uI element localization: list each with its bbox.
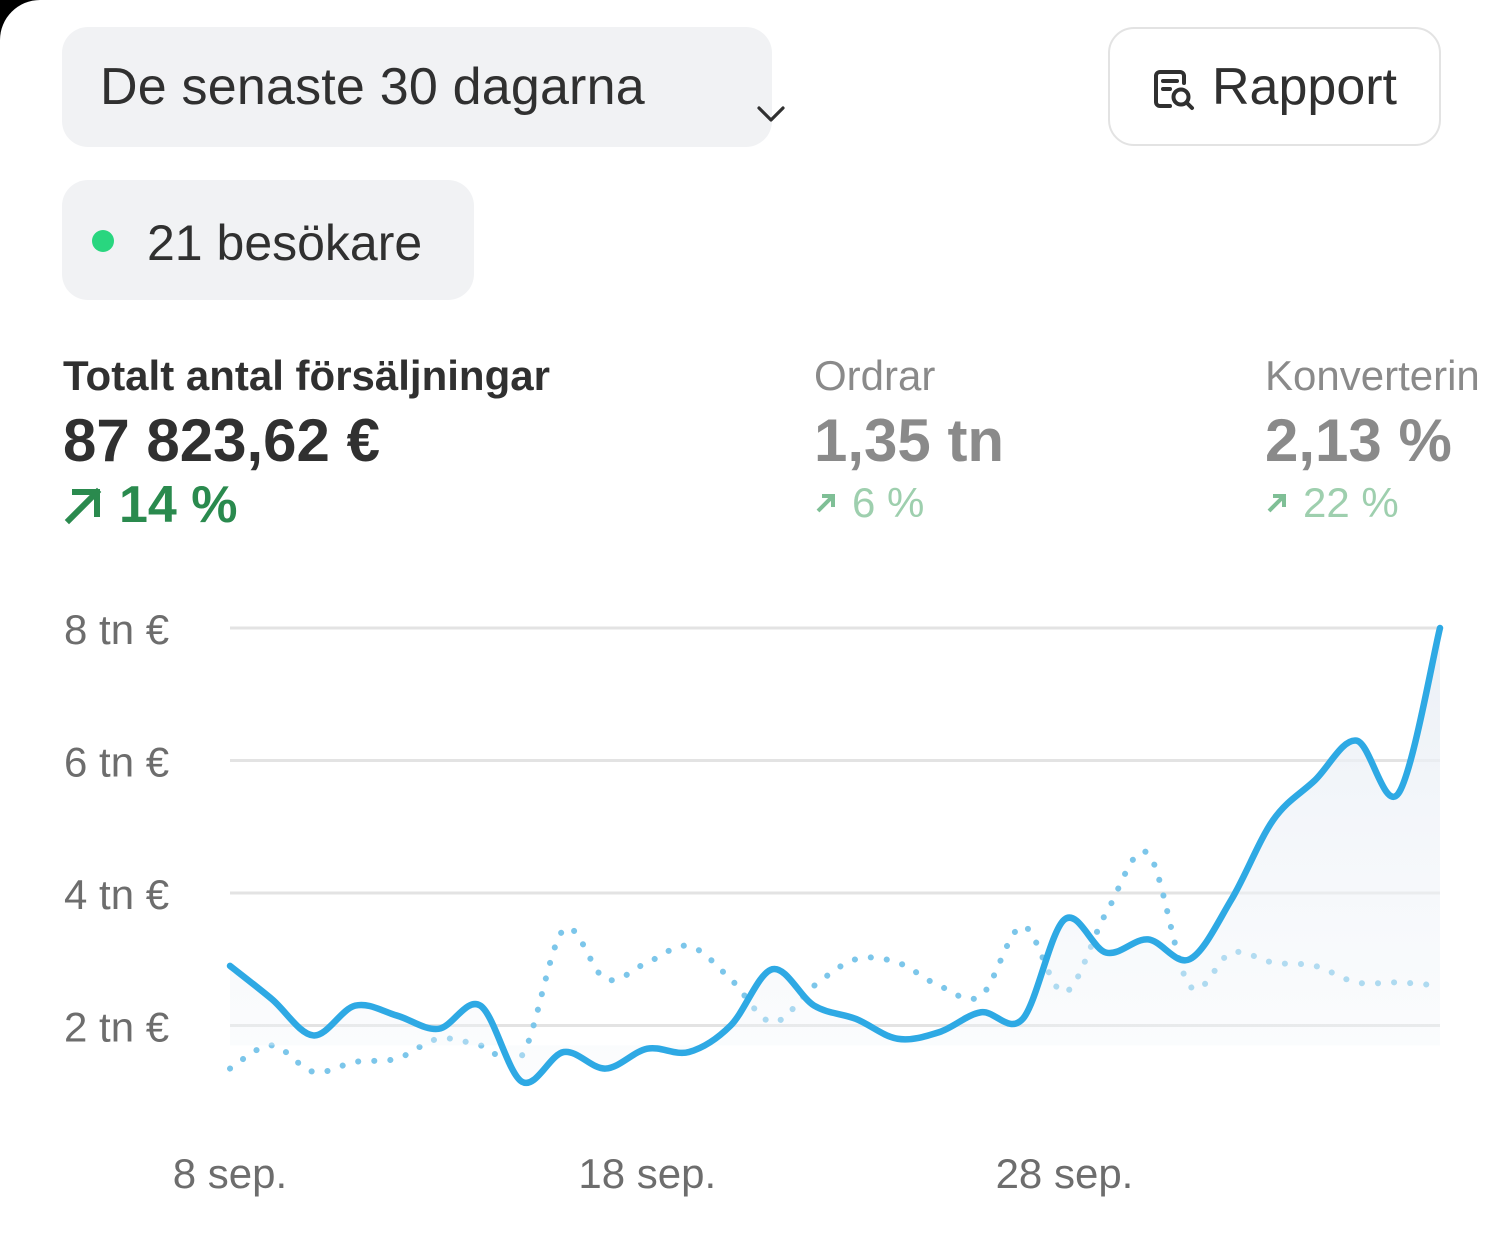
- report-button-label: Rapport: [1212, 58, 1397, 116]
- metric-change: 6 %: [814, 479, 1004, 527]
- y-tick-label: 8 tn €: [64, 606, 169, 653]
- x-tick-label: 8 sep.: [173, 1150, 287, 1197]
- sales-line-chart[interactable]: 2 tn € 4 tn € 6 tn € 8 tn € 8 sep. 18 sep. 28 …: [0, 580, 1500, 1220]
- report-search-icon: [1154, 70, 1194, 110]
- y-tick-label: 2 tn €: [64, 1004, 169, 1051]
- x-tick-label: 18 sep.: [578, 1150, 716, 1197]
- live-status-dot-icon: [92, 230, 114, 252]
- arrow-up-right-icon: [64, 487, 102, 525]
- metric-orders[interactable]: Ordrar 1,35 tn 6 %: [814, 352, 1004, 527]
- metric-change-value: 22 %: [1303, 479, 1399, 526]
- metric-title: Totalt antal försäljningar: [63, 352, 550, 399]
- live-visitors-chip[interactable]: 21 besökare: [62, 180, 474, 300]
- series-area: [230, 628, 1440, 1083]
- metric-value: 1,35 tn: [814, 407, 1005, 474]
- metric-change: 14 %: [63, 475, 550, 535]
- metric-change-value: 14 %: [119, 476, 238, 534]
- metric-title: Konverterin: [1265, 352, 1480, 399]
- report-button[interactable]: Rapport: [1108, 27, 1441, 146]
- metric-value: 2,13 %: [1265, 407, 1452, 474]
- metric-change: 22 %: [1265, 479, 1480, 527]
- metric-change-value: 6 %: [852, 479, 925, 526]
- live-visitors-label: 21 besökare: [147, 215, 423, 271]
- chevron-down-icon: [757, 106, 785, 122]
- metric-conversion[interactable]: Konverterin 2,13 % 22 %: [1265, 352, 1480, 527]
- date-range-dropdown[interactable]: De senaste 30 dagarna: [62, 27, 785, 147]
- metric-value: 87 823,62 €: [63, 407, 380, 474]
- arrow-up-right-icon: [1267, 494, 1286, 513]
- x-tick-label: 28 sep.: [996, 1150, 1134, 1197]
- series-line-current: [226, 624, 1444, 1087]
- metric-total-sales[interactable]: Totalt antal försäljningar 87 823,62 € 1…: [63, 352, 550, 535]
- date-range-label: De senaste 30 dagarna: [100, 58, 645, 116]
- y-tick-label: 4 tn €: [64, 871, 169, 918]
- y-tick-label: 6 tn €: [64, 739, 169, 786]
- arrow-up-right-icon: [816, 494, 835, 513]
- metric-title: Ordrar: [814, 352, 936, 399]
